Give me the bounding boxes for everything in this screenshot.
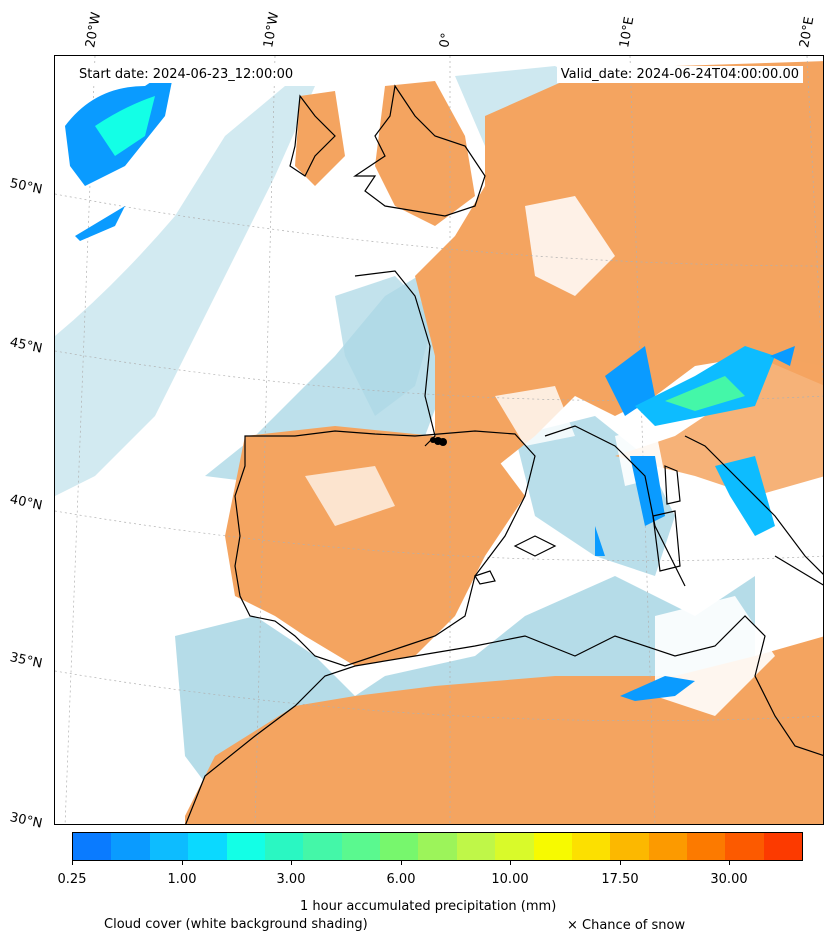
lat-label-30n: 30°N: [8, 810, 44, 832]
lon-label-10e: 10°E: [617, 15, 638, 49]
colorbar-tickmark: [510, 861, 511, 865]
graticule: [55, 56, 823, 824]
colorbar-swatch: [533, 833, 572, 860]
colorbar-swatch: [188, 833, 227, 860]
colorbar-swatch: [303, 833, 342, 860]
colorbar-tickmark: [291, 861, 292, 865]
valid-date-label: Valid_date: 2024-06-24T04:00:00.00: [556, 66, 803, 83]
colorbar-swatch: [226, 833, 265, 860]
colorbar-swatch: [111, 833, 150, 860]
colorbar-tick: 10.00: [491, 872, 529, 887]
colorbar-swatch: [149, 833, 189, 860]
colorbar-swatch: [495, 833, 534, 860]
colorbar-label: 1 hour accumulated precipitation (mm): [300, 899, 557, 914]
start-date-label: Start date: 2024-06-23_12:00:00: [75, 66, 298, 83]
map-panel: Start date: 2024-06-23_12:00:00 Valid_da…: [54, 55, 824, 825]
colorbar-swatch: [763, 833, 803, 860]
colorbar-tick: 30.00: [710, 872, 748, 887]
lat-label-35n: 35°N: [8, 650, 44, 672]
lon-label-20w: 20°W: [83, 11, 105, 50]
weather-map: [55, 56, 823, 824]
lat-label-40n: 40°N: [8, 492, 44, 514]
colorbar-tick: 1.00: [167, 872, 197, 887]
colorbar-tickmark: [620, 861, 621, 865]
clear-sky-layer: [305, 196, 775, 716]
colorbar-tickmark: [182, 861, 183, 865]
lon-label-10w: 10°W: [261, 11, 283, 50]
colorbar-swatch: [341, 833, 380, 860]
colorbar-swatch: [418, 833, 457, 860]
precipitation-layer: [65, 66, 795, 701]
colorbar-swatch: [380, 833, 419, 860]
colorbar-tick: 0.25: [57, 872, 87, 887]
lat-label-50n: 50°N: [8, 176, 44, 198]
colorbar-swatch: [610, 833, 649, 860]
coastlines: [185, 84, 823, 824]
lon-label-0: 0°: [437, 31, 455, 49]
colorbar-tick: 6.00: [386, 872, 416, 887]
colorbar-tick: 17.50: [601, 872, 639, 887]
colorbar-tickmark: [401, 861, 402, 865]
lon-label-20e: 20°E: [797, 15, 818, 49]
snow-markers: [430, 437, 447, 446]
colorbar-swatch: [456, 833, 496, 860]
lat-label-45n: 45°N: [8, 335, 44, 357]
colorbar-swatch: [725, 833, 764, 860]
colorbar-swatch: [571, 833, 611, 860]
colorbar-tickmark: [72, 861, 73, 865]
precipitation-colorbar: [72, 832, 803, 861]
colorbar-swatch: [264, 833, 304, 860]
colorbar-swatch: [648, 833, 687, 860]
colorbar-swatch: [687, 833, 726, 860]
colorbar-tick: 3.00: [276, 872, 306, 887]
cloud-cover-legend: Cloud cover (white background shading): [104, 917, 368, 932]
colorbar-swatch: [73, 833, 112, 860]
snow-legend: × Chance of snow: [567, 918, 686, 933]
colorbar-tickmark: [729, 861, 730, 865]
